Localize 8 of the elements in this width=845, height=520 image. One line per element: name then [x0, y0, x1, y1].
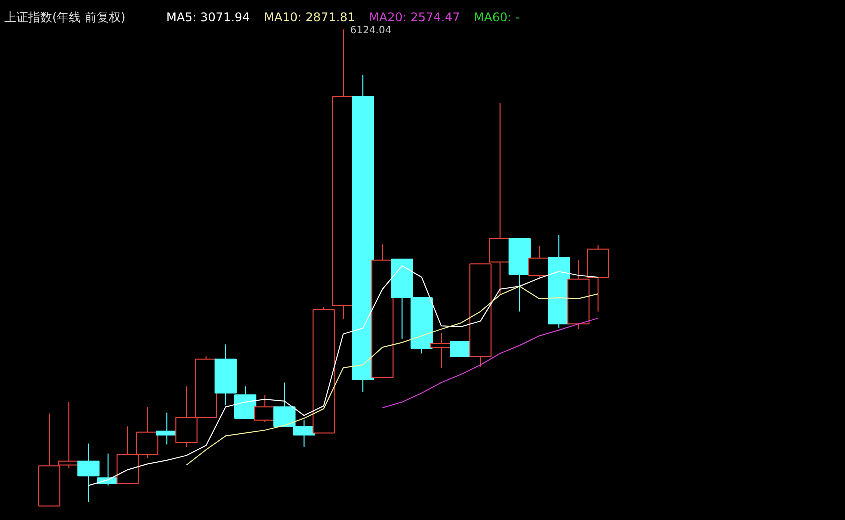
text: MA5: 3071.94 — [166, 10, 250, 24]
text: MA10: 2871.81 — [264, 10, 356, 24]
annotation: 6124.04 — [350, 26, 392, 37]
legend-label: MA60: - — [474, 10, 520, 24]
text: MA20: 2574.47 — [369, 10, 460, 24]
candlestick — [430, 332, 453, 369]
candlestick — [450, 341, 472, 358]
chart-title: 上证指数(年线 前复权) — [4, 10, 126, 24]
